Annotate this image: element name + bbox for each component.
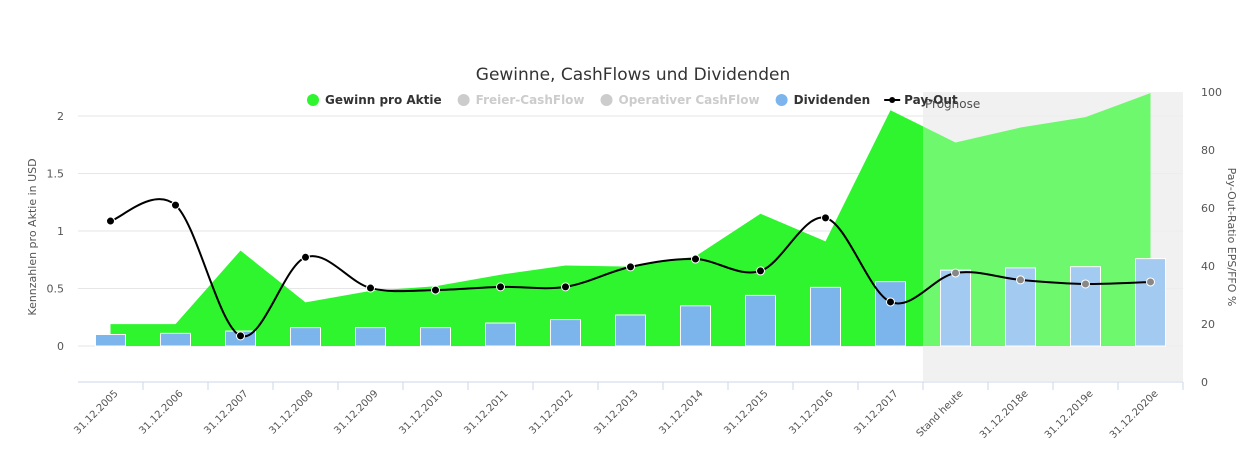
bar xyxy=(550,319,581,347)
marker xyxy=(171,200,180,210)
x-tick-label: 31.12.2020e xyxy=(1108,388,1161,441)
marker xyxy=(886,297,895,307)
marker xyxy=(236,331,245,341)
bar xyxy=(680,305,711,347)
legend-symbol xyxy=(457,94,470,106)
x-tick-label: 31.12.2006 xyxy=(137,388,185,436)
legend-item[interactable]: Gewinn pro Aktie xyxy=(307,93,442,107)
legend-label: Freier-CashFlow xyxy=(476,93,585,107)
bar xyxy=(290,327,321,347)
legend-item[interactable]: Dividenden xyxy=(775,93,871,107)
x-tick-label: 31.12.2018e xyxy=(978,388,1031,441)
y2-tick-label: 0 xyxy=(1201,376,1208,389)
marker xyxy=(561,282,570,292)
marker xyxy=(1016,275,1025,285)
legend-item[interactable]: Pay-Out xyxy=(884,93,958,107)
legend-symbol xyxy=(775,94,788,106)
legend-label: Dividenden xyxy=(794,93,871,107)
forecast-overlay xyxy=(923,92,1183,382)
bar xyxy=(745,294,776,347)
x-tick-label: 31.12.2013 xyxy=(592,388,640,436)
y2-tick-label: 100 xyxy=(1201,86,1222,99)
x-tick-label: Stand heute xyxy=(915,388,966,439)
y-tick-label: 1 xyxy=(57,225,64,238)
legend-item[interactable]: Freier-CashFlow xyxy=(457,93,585,107)
marker xyxy=(301,252,310,262)
bar xyxy=(420,327,451,347)
marker xyxy=(691,254,700,264)
y2-tick-label: 60 xyxy=(1201,202,1215,215)
legend-symbol xyxy=(307,94,319,106)
legend-symbol xyxy=(889,97,896,103)
y-tick-label: 1.5 xyxy=(47,168,65,181)
bar xyxy=(1135,258,1166,347)
x-tick-label: 31.12.2008 xyxy=(267,388,315,436)
x-tick-label: 31.12.2009 xyxy=(332,388,380,436)
chart-title: Gewinne, CashFlows und Dividenden xyxy=(476,65,790,85)
x-tick-label: 31.12.2005 xyxy=(72,388,120,436)
y-tick-label: 0 xyxy=(57,340,64,353)
bar xyxy=(940,269,971,347)
legend-label: Gewinn pro Aktie xyxy=(325,93,442,107)
marker xyxy=(1146,277,1155,287)
x-tick-label: 31.12.2014 xyxy=(657,388,705,436)
y-tick-label: 0.5 xyxy=(47,283,65,296)
legend-item[interactable]: Operativer CashFlow xyxy=(600,93,760,107)
x-tick-label: 31.12.2016 xyxy=(787,388,835,436)
y2-tick-label: 80 xyxy=(1201,144,1215,157)
y-tick-label: 2 xyxy=(57,110,64,123)
x-tick-label: 31.12.2012 xyxy=(527,388,575,436)
legend-symbol xyxy=(600,94,613,106)
bar xyxy=(160,332,191,347)
x-tick-label: 31.12.2015 xyxy=(722,388,770,436)
x-tick-label: 31.12.2019e xyxy=(1043,388,1096,441)
x-tick-label: 31.12.2010 xyxy=(397,388,445,436)
bar xyxy=(355,327,386,347)
x-tick-label: 31.12.2017 xyxy=(852,388,900,436)
marker xyxy=(1081,279,1090,289)
marker xyxy=(821,213,830,223)
y2-tick-label: 40 xyxy=(1201,260,1215,273)
bar xyxy=(875,281,906,347)
y2-tick-label: 20 xyxy=(1201,318,1215,331)
marker xyxy=(951,268,960,278)
y2-axis-title: Pay-Out-Ratio EPS/FFO % xyxy=(1225,168,1238,307)
plot-band-label: Prognose xyxy=(925,97,980,111)
marker xyxy=(366,283,375,293)
marker xyxy=(106,216,115,226)
bar xyxy=(615,314,646,347)
x-tick-label: 31.12.2011 xyxy=(462,388,510,436)
marker xyxy=(496,282,505,292)
bar xyxy=(95,334,126,347)
legend-label: Pay-Out xyxy=(904,93,958,107)
bar xyxy=(485,322,516,347)
x-tick-label: 31.12.2007 xyxy=(202,388,250,436)
bar xyxy=(810,286,841,347)
marker xyxy=(431,285,440,295)
marker xyxy=(626,262,635,272)
legend-label: Operativer CashFlow xyxy=(619,93,760,107)
marker xyxy=(756,266,765,276)
y-axis-title: Kennzahlen pro Aktie in USD xyxy=(26,158,39,315)
